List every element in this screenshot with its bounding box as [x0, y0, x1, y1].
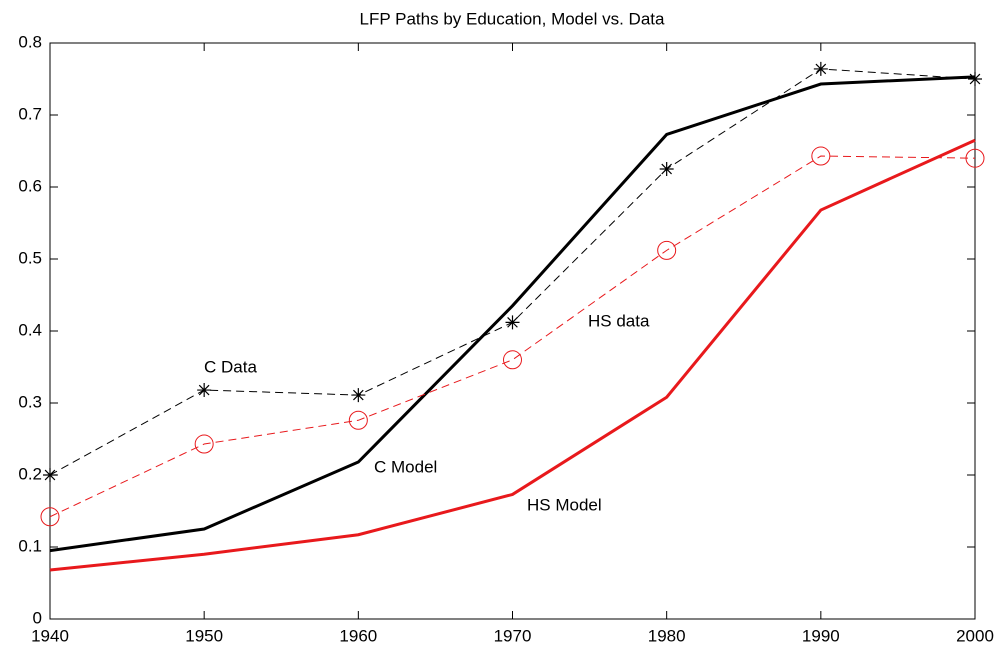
- marker: [505, 315, 520, 330]
- marker: [194, 434, 214, 454]
- chart-title: LFP Paths by Education, Model vs. Data: [360, 9, 665, 28]
- marker: [43, 468, 57, 482]
- marker: [40, 507, 60, 527]
- y-tick-label: 0.3: [18, 392, 42, 411]
- marker: [813, 61, 828, 76]
- marker: [503, 350, 522, 370]
- y-tick-label: 0.4: [18, 320, 42, 339]
- marker: [657, 240, 677, 260]
- series-line: [49, 155, 976, 518]
- x-tick-label: 1950: [185, 626, 223, 645]
- series-line: [49, 75, 976, 553]
- marker: [351, 388, 366, 403]
- y-tick-label: 0.5: [18, 248, 42, 267]
- y-tick-label: 0: [33, 608, 42, 627]
- annotation: C Model: [374, 457, 437, 476]
- x-tick-label: 1960: [339, 626, 377, 645]
- marker: [348, 410, 368, 430]
- series-line: [49, 138, 976, 572]
- x-tick-label: 1990: [802, 626, 840, 645]
- x-tick-label: 1980: [648, 626, 686, 645]
- y-tick-label: 0.1: [18, 536, 42, 555]
- annotation: HS data: [588, 311, 650, 330]
- marker: [811, 146, 831, 166]
- series-line: [49, 68, 976, 476]
- marker: [197, 383, 212, 398]
- marker: [659, 162, 674, 176]
- x-tick-label: 2000: [956, 626, 994, 645]
- y-tick-label: 0.7: [18, 104, 42, 123]
- y-tick-label: 0.8: [18, 32, 42, 51]
- y-tick-label: 0.6: [18, 176, 42, 195]
- y-tick-label: 0.2: [18, 464, 42, 483]
- x-tick-label: 1940: [31, 626, 69, 645]
- annotation: HS Model: [527, 495, 602, 514]
- marker: [968, 72, 982, 86]
- annotation: C Data: [204, 357, 257, 376]
- x-tick-label: 1970: [494, 626, 532, 645]
- marker: [965, 148, 985, 168]
